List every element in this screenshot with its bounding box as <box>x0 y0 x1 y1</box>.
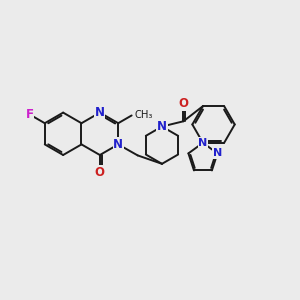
Text: N: N <box>157 120 167 133</box>
Text: N: N <box>113 138 123 151</box>
Text: N: N <box>95 106 105 119</box>
Text: F: F <box>26 108 34 121</box>
Text: N: N <box>213 148 222 158</box>
Text: N: N <box>198 138 208 148</box>
Text: O: O <box>178 98 188 110</box>
Text: O: O <box>95 166 105 179</box>
Text: CH₃: CH₃ <box>134 110 153 120</box>
